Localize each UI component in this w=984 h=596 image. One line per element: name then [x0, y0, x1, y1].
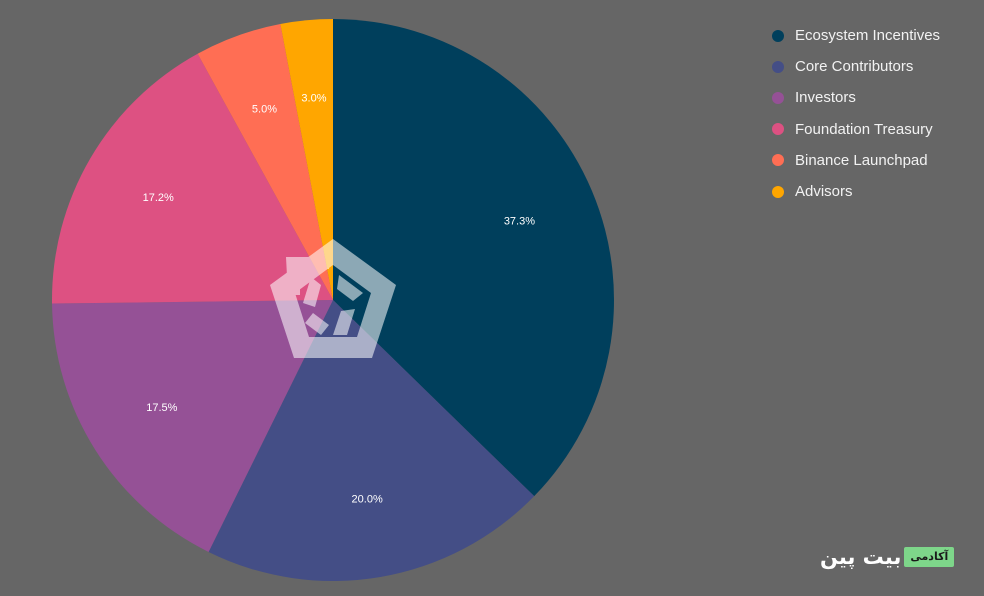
legend-swatch	[772, 185, 784, 198]
pie-slice-investors	[52, 300, 333, 552]
brand-logo: بیت پین آکادمی	[820, 545, 955, 569]
slice-label-investors: 17.5%	[146, 402, 177, 414]
legend-item: Binance Launchpad	[772, 145, 940, 176]
slice-label-ecosystem-incentives: 37.3%	[504, 215, 535, 227]
legend-label: Investors	[795, 89, 856, 107]
brand-badge: آکادمی	[904, 547, 955, 567]
pie-slice-binance-launchpad	[197, 23, 333, 300]
legend-swatch	[772, 29, 784, 42]
slice-label-core-contributors: 20.0%	[352, 493, 383, 505]
slice-label-binance-launchpad: 5.0%	[252, 104, 277, 116]
legend-item: Advisors	[772, 176, 940, 207]
pie-slices	[51, 19, 614, 581]
legend-label: Foundation Treasury	[795, 120, 933, 138]
pentagon-logo-icon	[270, 239, 396, 358]
legend-item: Foundation Treasury	[772, 114, 940, 145]
slice-label-foundation-treasury: 17.2%	[143, 192, 174, 204]
legend-swatch	[772, 123, 784, 136]
legend-item: Core Contributors	[772, 51, 940, 82]
legend-swatch	[772, 60, 784, 73]
brand-name: بیت پین	[820, 545, 902, 569]
legend-label: Binance Launchpad	[795, 151, 928, 169]
pie-slice-foundation-treasury	[51, 53, 333, 304]
pie-slice-advisors	[280, 19, 333, 300]
pie-slice-ecosystem-incentives	[333, 19, 614, 497]
legend-item: Ecosystem Incentives	[772, 20, 940, 51]
pie-slice-labels: 37.3% 20.0% 17.5% 17.2% 5.0% 3.0%	[143, 92, 536, 505]
chart-legend: Ecosystem Incentives Core Contributors Inv…	[772, 20, 940, 207]
slice-label-advisors: 3.0%	[301, 92, 326, 104]
legend-item: Investors	[772, 82, 940, 113]
legend-label: Core Contributors	[795, 58, 914, 76]
pie-slice-core-contributors	[208, 300, 535, 581]
legend-swatch	[772, 154, 784, 167]
legend-label: Advisors	[795, 183, 853, 201]
legend-swatch	[772, 91, 784, 104]
legend-label: Ecosystem Incentives	[795, 27, 941, 45]
